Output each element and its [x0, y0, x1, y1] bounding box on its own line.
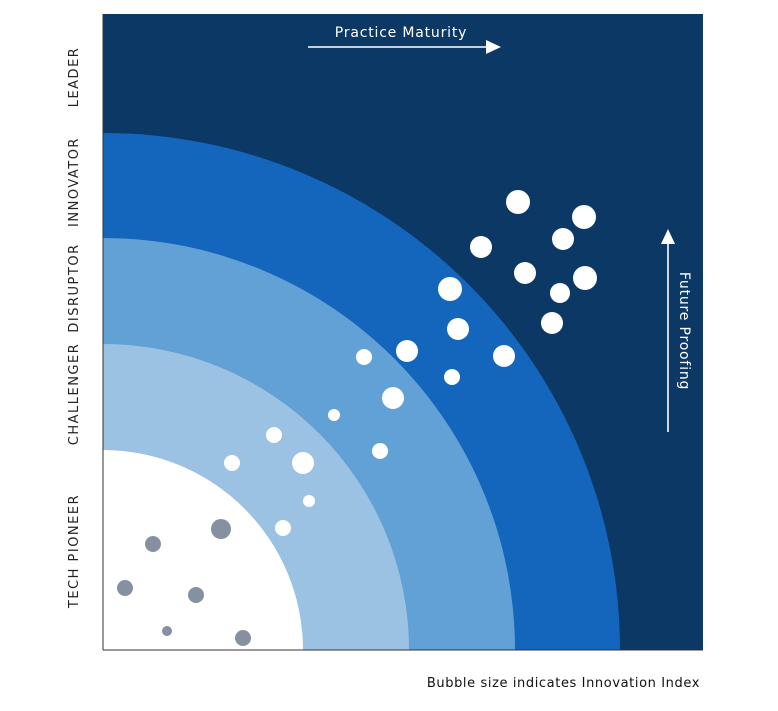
bubble-24	[514, 262, 536, 284]
bubble-12	[328, 409, 340, 421]
bubble-size-footnote: Bubble size indicates Innovation Index	[427, 676, 700, 691]
bubble-18	[447, 318, 469, 340]
bubble-9	[275, 520, 291, 536]
practice-maturity-arrow-head	[486, 40, 501, 54]
bubble-21	[541, 312, 563, 334]
bubble-16	[396, 340, 418, 362]
bubble-8	[266, 427, 282, 443]
bubble-3	[188, 587, 204, 603]
bubble-13	[372, 443, 388, 459]
bubble-17	[444, 369, 460, 385]
bubble-25	[470, 236, 492, 258]
tech-pioneer-band	[103, 450, 303, 650]
bubble-10	[292, 452, 314, 474]
bubble-23	[573, 266, 597, 290]
bubble-26	[552, 228, 574, 250]
bubble-27	[506, 190, 530, 214]
bubble-1	[117, 580, 133, 596]
bubble-15	[356, 349, 372, 365]
bubble-14	[382, 387, 404, 409]
tier-label-innovator: INNOVATOR	[67, 137, 82, 227]
bubble-22	[550, 283, 570, 303]
bubble-11	[303, 495, 315, 507]
bubble-2	[145, 536, 161, 552]
plot-area	[102, 14, 703, 651]
tier-label-challenger: CHALLENGER	[67, 343, 82, 446]
bubble-layer	[117, 190, 597, 646]
practice-maturity-label: Practice Maturity	[335, 25, 467, 41]
bubble-4	[162, 626, 172, 636]
future-proofing-label: Future Proofing	[676, 272, 692, 390]
bubble-5	[211, 519, 231, 539]
tier-label-disruptor: DISRUPTOR	[67, 243, 82, 332]
bubble-19	[438, 277, 462, 301]
tier-label-leader: LEADER	[67, 47, 82, 108]
bubble-20	[493, 345, 515, 367]
bubble-6	[235, 630, 251, 646]
bubble-7	[224, 455, 240, 471]
tier-label-tech-pioneer: TECH PIONEER	[67, 494, 82, 609]
future-proofing-arrow-head	[661, 229, 675, 244]
bubble-28	[572, 205, 596, 229]
